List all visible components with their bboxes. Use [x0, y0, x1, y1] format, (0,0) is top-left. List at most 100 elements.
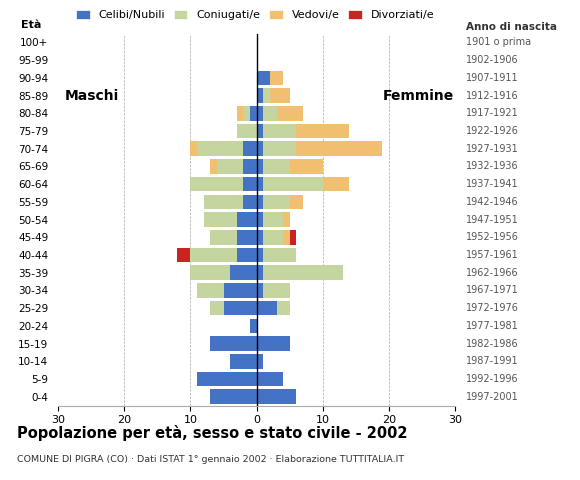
Bar — [256, 88, 263, 103]
Text: 1922-1926: 1922-1926 — [466, 126, 519, 136]
Bar — [256, 106, 263, 120]
Bar — [211, 301, 223, 315]
Bar — [256, 177, 263, 192]
Bar — [256, 301, 277, 315]
Bar — [223, 283, 256, 298]
Text: 1967-1971: 1967-1971 — [466, 286, 519, 296]
Bar — [290, 194, 303, 209]
Text: 1932-1936: 1932-1936 — [466, 161, 519, 171]
Bar — [211, 336, 256, 351]
Bar — [263, 106, 277, 120]
Text: 1997-2001: 1997-2001 — [466, 392, 519, 402]
Bar — [223, 301, 256, 315]
Text: 1992-1996: 1992-1996 — [466, 374, 519, 384]
Bar — [263, 88, 270, 103]
Text: 1952-1956: 1952-1956 — [466, 232, 519, 242]
Bar — [190, 265, 230, 280]
Bar — [263, 177, 323, 192]
Text: 1927-1931: 1927-1931 — [466, 144, 519, 154]
Bar — [244, 194, 256, 209]
Bar — [263, 159, 290, 174]
Bar — [277, 301, 290, 315]
Text: 1962-1966: 1962-1966 — [466, 268, 519, 278]
Bar — [256, 142, 263, 156]
Text: 1987-1991: 1987-1991 — [466, 356, 519, 366]
Bar — [323, 177, 349, 192]
Bar — [244, 177, 256, 192]
Bar — [244, 159, 256, 174]
Bar — [277, 106, 303, 120]
Bar — [217, 159, 244, 174]
Bar — [237, 124, 256, 138]
Text: 1982-1986: 1982-1986 — [466, 338, 519, 348]
Bar — [263, 142, 296, 156]
Text: 1937-1941: 1937-1941 — [466, 179, 519, 189]
Bar — [250, 319, 256, 333]
Bar — [237, 212, 256, 227]
Text: 1977-1981: 1977-1981 — [466, 321, 519, 331]
Bar — [290, 230, 296, 245]
Bar — [211, 389, 256, 404]
Bar — [237, 248, 256, 262]
Text: Femmine: Femmine — [382, 89, 454, 103]
Bar — [190, 142, 197, 156]
Bar — [263, 248, 296, 262]
Text: 1907-1911: 1907-1911 — [466, 73, 519, 83]
Text: Anno di nascita: Anno di nascita — [466, 22, 557, 32]
Bar — [256, 248, 263, 262]
Bar — [263, 124, 296, 138]
Bar — [190, 248, 237, 262]
Text: 1957-1961: 1957-1961 — [466, 250, 519, 260]
Bar — [283, 212, 290, 227]
Bar — [256, 389, 296, 404]
Bar — [263, 283, 290, 298]
Bar — [256, 336, 290, 351]
Text: 1912-1916: 1912-1916 — [466, 91, 519, 101]
Bar — [296, 124, 349, 138]
Bar — [256, 194, 263, 209]
Bar — [283, 230, 290, 245]
Bar — [256, 71, 270, 85]
Bar — [256, 265, 263, 280]
Bar — [263, 265, 343, 280]
Bar — [230, 354, 256, 369]
Text: Maschi: Maschi — [64, 89, 119, 103]
Bar — [256, 354, 263, 369]
Bar — [270, 88, 290, 103]
Bar — [197, 372, 256, 386]
Text: 1902-1906: 1902-1906 — [466, 55, 519, 65]
Bar — [190, 177, 244, 192]
Bar — [256, 372, 283, 386]
Bar — [237, 230, 256, 245]
Bar — [204, 194, 244, 209]
Bar — [177, 248, 190, 262]
Bar — [256, 212, 263, 227]
Bar — [204, 212, 237, 227]
Bar — [263, 212, 283, 227]
Text: 1947-1951: 1947-1951 — [466, 215, 519, 225]
Text: COMUNE DI PIGRA (CO) · Dati ISTAT 1° gennaio 2002 · Elaborazione TUTTITALIA.IT: COMUNE DI PIGRA (CO) · Dati ISTAT 1° gen… — [17, 455, 404, 464]
Text: Età: Età — [21, 20, 41, 30]
Bar — [244, 106, 250, 120]
Bar — [296, 142, 382, 156]
Bar — [197, 142, 244, 156]
Bar — [211, 159, 217, 174]
Bar — [230, 265, 256, 280]
Bar — [250, 106, 256, 120]
Text: 1972-1976: 1972-1976 — [466, 303, 519, 313]
Bar — [256, 283, 263, 298]
Text: 1942-1946: 1942-1946 — [466, 197, 519, 207]
Bar — [237, 106, 244, 120]
Bar — [263, 194, 290, 209]
Bar — [290, 159, 323, 174]
Bar — [244, 142, 256, 156]
Bar — [197, 283, 223, 298]
Bar — [256, 124, 263, 138]
Bar — [256, 230, 263, 245]
Text: 1901 o prima: 1901 o prima — [466, 37, 531, 48]
Bar — [270, 71, 283, 85]
Bar — [211, 230, 237, 245]
Text: Popolazione per età, sesso e stato civile - 2002: Popolazione per età, sesso e stato civil… — [17, 425, 408, 441]
Bar — [256, 159, 263, 174]
Bar — [263, 230, 283, 245]
